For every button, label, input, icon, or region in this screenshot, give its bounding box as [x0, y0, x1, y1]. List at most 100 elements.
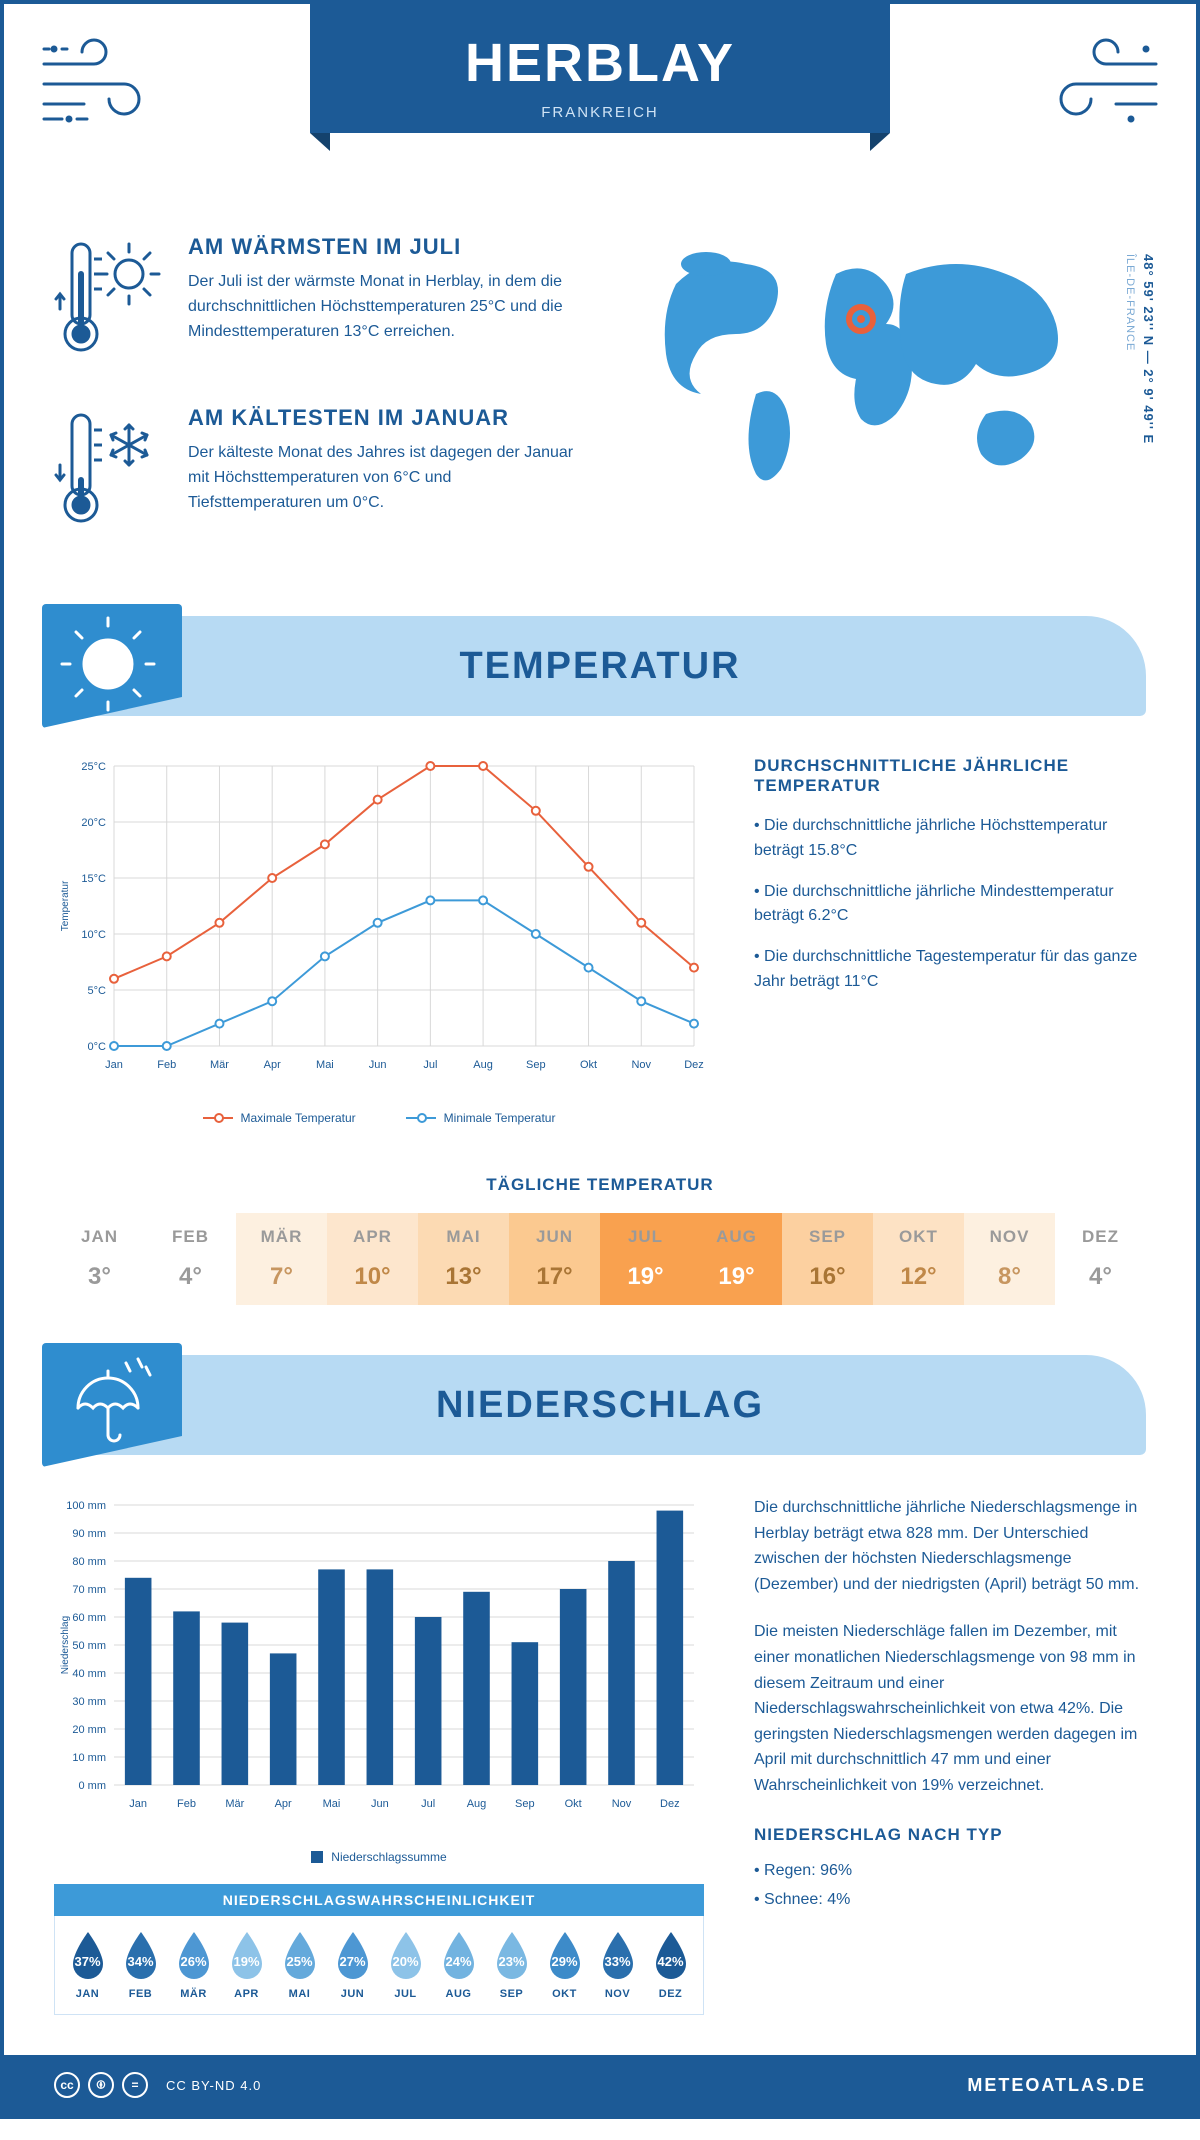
nd-icon: = [122, 2072, 148, 2098]
probability-cell: 25%MAI [273, 1930, 326, 2000]
svg-text:Niederschlag: Niederschlag [60, 1616, 71, 1674]
summary-row: AM WÄRMSTEN IM JULI Der Juli ist der wär… [4, 224, 1196, 616]
title-ribbon: HERBLAY FRANKREICH [310, 4, 890, 133]
daily-title: TÄGLICHE TEMPERATUR [4, 1175, 1196, 1195]
city-title: HERBLAY [310, 32, 890, 94]
svg-text:Aug: Aug [467, 1798, 487, 1810]
svg-text:Apr: Apr [275, 1798, 292, 1810]
warmest-text: Der Juli ist der wärmste Monat in Herbla… [188, 270, 588, 344]
precip-p2: Die meisten Niederschläge fallen im Deze… [754, 1619, 1146, 1798]
coldest-text: Der kälteste Monat des Jahres ist dagege… [188, 441, 588, 515]
chart-legend: .legend-line[style*="e8613c"]::after{bor… [54, 1111, 704, 1125]
wind-icon [1026, 34, 1166, 134]
license-block: cc 🅯 = CC BY-ND 4.0 [54, 2072, 261, 2098]
svg-text:5°C: 5°C [88, 985, 107, 997]
temperature-chart: 0°C5°C10°C15°C20°C25°CJanFebMärAprMaiJun… [54, 756, 704, 1125]
svg-text:Feb: Feb [177, 1798, 196, 1810]
svg-text:90 mm: 90 mm [72, 1528, 106, 1540]
probability-cell: 26%MÄR [167, 1930, 220, 2000]
precip-type-2: • Schnee: 4% [754, 1887, 1146, 1913]
svg-text:Nov: Nov [631, 1059, 651, 1071]
temperature-annotation: DURCHSCHNITTLICHE JÄHRLICHE TEMPERATUR •… [754, 756, 1146, 1125]
svg-text:Okt: Okt [565, 1798, 582, 1810]
thermometer-snow-icon [54, 405, 164, 540]
probability-cell: 27%JUN [326, 1930, 379, 2000]
daily-cell: AUG19° [691, 1213, 782, 1305]
warmest-title: AM WÄRMSTEN IM JULI [188, 234, 588, 260]
svg-text:10°C: 10°C [81, 929, 106, 941]
footer: cc 🅯 = CC BY-ND 4.0 METEOATLAS.DE [4, 2055, 1196, 2115]
svg-text:Mai: Mai [323, 1798, 341, 1810]
annot-b1: • Die durchschnittliche jährliche Höchst… [754, 814, 1146, 864]
probability-cell: 33%NOV [591, 1930, 644, 2000]
svg-text:Feb: Feb [157, 1059, 176, 1071]
precip-type-title: NIEDERSCHLAG NACH TYP [754, 1821, 1146, 1848]
probability-title: NIEDERSCHLAGSWAHRSCHEINLICHKEIT [54, 1884, 704, 1916]
svg-text:Dez: Dez [660, 1798, 680, 1810]
daily-cell: APR10° [327, 1213, 418, 1305]
svg-text:20°C: 20°C [81, 817, 106, 829]
svg-text:25°C: 25°C [81, 761, 106, 773]
svg-text:Dez: Dez [684, 1059, 704, 1071]
svg-text:Jul: Jul [423, 1059, 437, 1071]
svg-text:0 mm: 0 mm [79, 1780, 107, 1792]
daily-cell: JUN17° [509, 1213, 600, 1305]
brand-label: METEOATLAS.DE [967, 2075, 1146, 2096]
svg-text:15°C: 15°C [81, 873, 106, 885]
precip-legend: Niederschlagssumme [54, 1850, 704, 1864]
daily-cell: JUL19° [600, 1213, 691, 1305]
by-icon: 🅯 [88, 2072, 114, 2098]
precipitation-text: Die durchschnittliche jährliche Niedersc… [754, 1495, 1146, 2015]
precip-type-1: • Regen: 96% [754, 1858, 1146, 1884]
sun-icon [42, 604, 182, 728]
svg-text:Jun: Jun [371, 1798, 389, 1810]
probability-cell: 19%APR [220, 1930, 273, 2000]
daily-cell: DEZ4° [1055, 1213, 1146, 1305]
annot-b2: • Die durchschnittliche jährliche Mindes… [754, 880, 1146, 930]
daily-cell: NOV8° [964, 1213, 1055, 1305]
svg-text:Jan: Jan [129, 1798, 147, 1810]
map-container: 48° 59' 23'' N — 2° 9' 49'' E ÎLE-DE-FRA… [646, 234, 1146, 576]
probability-cell: 29%OKT [538, 1930, 591, 2000]
svg-text:70 mm: 70 mm [72, 1584, 106, 1596]
probability-cell: 23%SEP [485, 1930, 538, 2000]
probability-cell: 42%DEZ [644, 1930, 697, 2000]
precipitation-chart: 0 mm10 mm20 mm30 mm40 mm50 mm60 mm70 mm8… [54, 1495, 704, 1835]
svg-text:Sep: Sep [515, 1798, 535, 1810]
svg-text:20 mm: 20 mm [72, 1724, 106, 1736]
svg-text:Mai: Mai [316, 1059, 334, 1071]
precipitation-banner: NIEDERSCHLAG [54, 1355, 1146, 1455]
probability-cell: 20%JUL [379, 1930, 432, 2000]
svg-text:Jun: Jun [369, 1059, 387, 1071]
daily-cell: MAI13° [418, 1213, 509, 1305]
daily-cell: MÄR7° [236, 1213, 327, 1305]
temperature-banner: TEMPERATUR [54, 616, 1146, 716]
temperature-title: TEMPERATUR [459, 645, 740, 688]
world-map-icon [646, 234, 1086, 494]
daily-cell: JAN3° [54, 1213, 145, 1305]
svg-text:80 mm: 80 mm [72, 1556, 106, 1568]
probability-cell: 24%AUG [432, 1930, 485, 2000]
svg-text:30 mm: 30 mm [72, 1696, 106, 1708]
coldest-block: AM KÄLTESTEN IM JANUAR Der kälteste Mona… [54, 405, 606, 540]
svg-text:Mär: Mär [210, 1059, 229, 1071]
precip-p1: Die durchschnittliche jährliche Niedersc… [754, 1495, 1146, 1597]
svg-text:Jul: Jul [421, 1798, 435, 1810]
probability-cell: 34%FEB [114, 1930, 167, 2000]
svg-text:50 mm: 50 mm [72, 1640, 106, 1652]
warmest-block: AM WÄRMSTEN IM JULI Der Juli ist der wär… [54, 234, 606, 369]
temperature-section: 0°C5°C10°C15°C20°C25°CJanFebMärAprMaiJun… [4, 716, 1196, 1155]
svg-text:Nov: Nov [612, 1798, 632, 1810]
svg-text:Okt: Okt [580, 1059, 597, 1071]
probability-cell: 37%JAN [61, 1930, 114, 2000]
svg-text:100 mm: 100 mm [66, 1500, 106, 1512]
cc-icon: cc [54, 2072, 80, 2098]
svg-text:Aug: Aug [473, 1059, 493, 1071]
page: HERBLAY FRANKREICH AM WÄRMSTEN IM JULI [0, 0, 1200, 2119]
svg-text:Jan: Jan [105, 1059, 123, 1071]
svg-text:60 mm: 60 mm [72, 1612, 106, 1624]
daily-cell: SEP16° [782, 1213, 873, 1305]
precipitation-section: 0 mm10 mm20 mm30 mm40 mm50 mm60 mm70 mm8… [4, 1455, 1196, 2055]
daily-temperature-table: JAN3°FEB4°MÄR7°APR10°MAI13°JUN17°JUL19°A… [54, 1213, 1146, 1305]
svg-text:10 mm: 10 mm [72, 1752, 106, 1764]
